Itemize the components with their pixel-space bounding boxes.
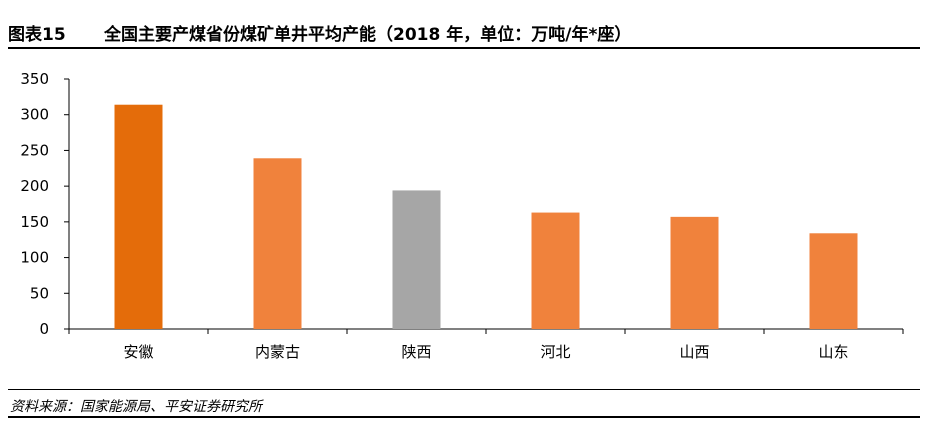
y-tick-label: 200 — [20, 177, 49, 195]
x-category-label: 河北 — [540, 343, 570, 361]
figure-label: 图表15 — [8, 24, 66, 45]
x-category-label: 山西 — [679, 343, 709, 361]
source-note: 资料来源：国家能源局、平安证券研究所 — [10, 399, 262, 415]
bar-6 — [809, 233, 858, 329]
bar-chart: 0 50 100 150 200 250 300 350 安徽 内蒙古 陕西 河北 山西 山东 — [20, 70, 904, 361]
bar-1 — [114, 104, 163, 329]
bar-series — [114, 104, 858, 329]
figure-header: 图表15 全国主要产煤省份煤矿单井平均产能（2018 年，单位：万吨/年*座） — [8, 19, 920, 45]
x-category-label: 陕西 — [401, 343, 431, 361]
y-axis: 0 50 100 150 200 250 300 350 — [20, 70, 70, 338]
bar-2 — [253, 158, 302, 329]
y-tick-label: 50 — [30, 284, 49, 302]
y-tick-label: 0 — [39, 320, 49, 338]
header-rule — [8, 47, 920, 49]
y-tick-label: 350 — [20, 70, 49, 88]
x-category-label: 内蒙古 — [255, 343, 300, 361]
y-tick-label: 250 — [20, 141, 49, 159]
source-rule-top — [8, 389, 920, 390]
source-rule-bottom — [8, 416, 920, 418]
x-category-label: 山东 — [818, 343, 848, 361]
y-tick-label: 150 — [20, 213, 49, 231]
bar-5 — [670, 216, 719, 329]
bar-4 — [531, 212, 580, 329]
y-tick-label: 100 — [20, 249, 49, 267]
x-axis: 安徽 内蒙古 陕西 河北 山西 山东 — [68, 328, 904, 361]
y-tick-label: 300 — [20, 106, 49, 124]
chart-title: 全国主要产煤省份煤矿单井平均产能（2018 年，单位：万吨/年*座） — [104, 24, 632, 45]
bar-3 — [392, 190, 441, 329]
x-category-label: 安徽 — [123, 343, 153, 361]
